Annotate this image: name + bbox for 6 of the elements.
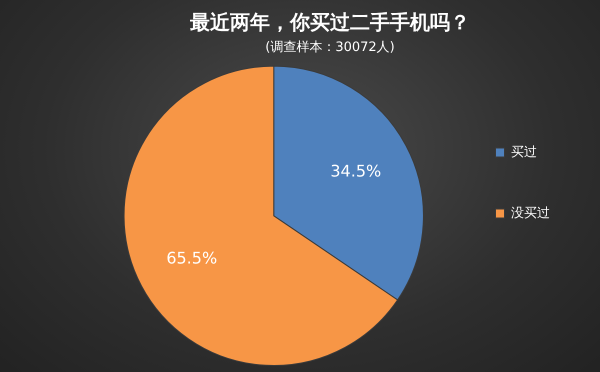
chart-subtitle: (调查样本：30072人) xyxy=(265,40,395,56)
data-label: 65.5% xyxy=(166,248,218,268)
legend-label: 买过 xyxy=(511,144,537,160)
chart-title: 最近两年，你买过二手手机吗？ xyxy=(189,10,470,34)
legend-label: 没买过 xyxy=(511,206,550,221)
data-label: 34.5% xyxy=(330,162,382,181)
